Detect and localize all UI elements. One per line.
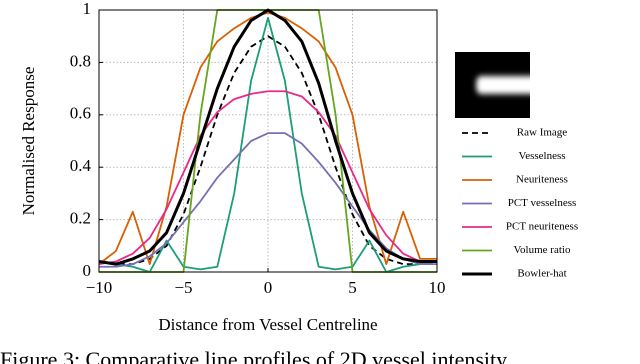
series-line xyxy=(98,35,438,266)
series-line xyxy=(99,132,437,268)
series-line xyxy=(98,90,437,266)
y-tick-label: 0.8 xyxy=(70,51,91,70)
legend-label: PCT vesselness xyxy=(508,197,577,209)
y-tick-label: 1 xyxy=(83,0,92,18)
series-line xyxy=(98,11,437,266)
y-tick-label: 0 xyxy=(83,261,92,280)
plot-frame xyxy=(98,9,438,273)
y-tick-label: 0.4 xyxy=(70,156,92,175)
x-axis-label: Distance from Vessel Centreline xyxy=(158,315,377,334)
x-tick-label: −10 xyxy=(86,278,113,297)
legend-label: PCT neuriteness xyxy=(506,221,578,233)
legend-label: Volume ratio xyxy=(514,244,571,256)
y-tick-label: 0.2 xyxy=(70,209,91,228)
x-tick-label: 5 xyxy=(348,278,357,297)
series-line xyxy=(98,16,438,273)
legend-label: Vesselness xyxy=(518,150,565,162)
legend-image xyxy=(455,52,558,118)
x-tick-label: −5 xyxy=(174,278,192,297)
legend-label: Bowler-hat xyxy=(517,268,566,280)
y-axis-label: Normalised Response xyxy=(19,67,38,216)
y-tick-label: 0.6 xyxy=(70,104,91,123)
legend-label: Neuriteness xyxy=(516,174,568,186)
x-tick-label: 0 xyxy=(264,278,273,297)
legend-label: Raw Image xyxy=(517,127,568,139)
caption: Figure 3: Comparative line profiles of 2… xyxy=(0,347,507,364)
x-tick-label: 10 xyxy=(429,278,446,297)
